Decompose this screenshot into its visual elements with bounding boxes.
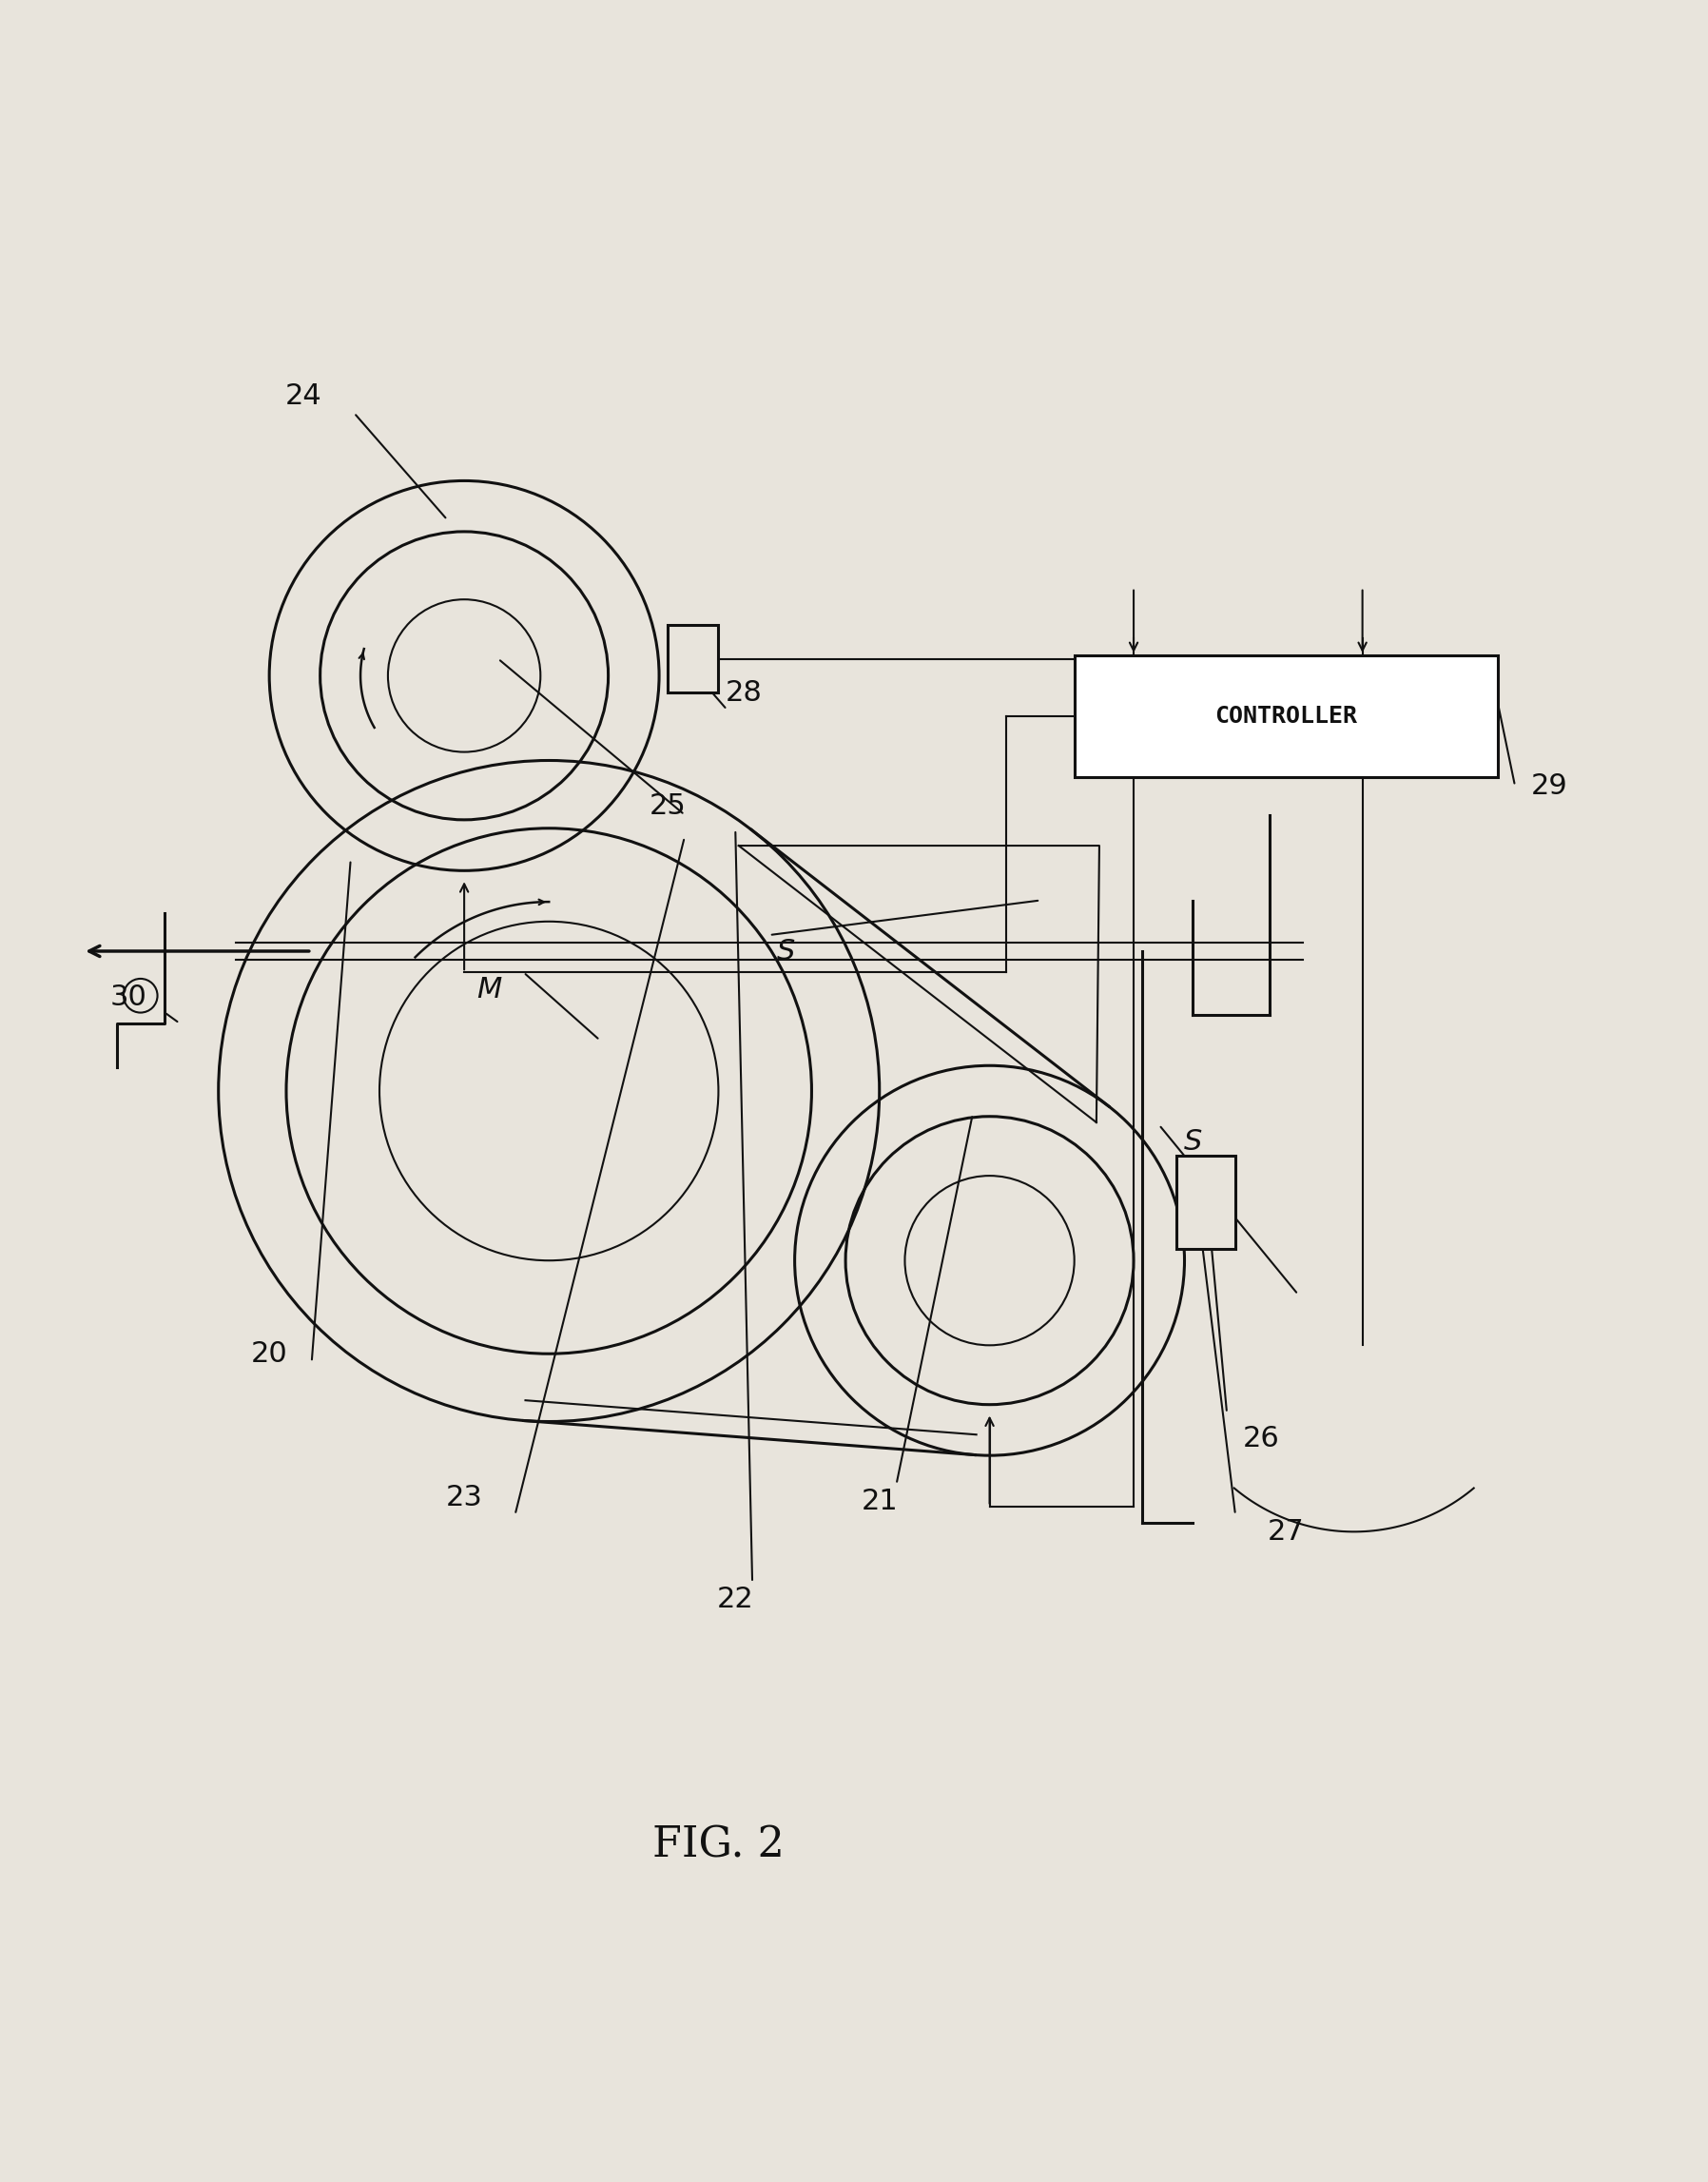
- Text: 24: 24: [285, 382, 321, 410]
- Text: 29: 29: [1530, 772, 1568, 799]
- Text: S: S: [777, 938, 796, 967]
- Bar: [668, 624, 719, 692]
- Bar: [1177, 1156, 1235, 1248]
- Text: 25: 25: [649, 792, 687, 820]
- Text: S: S: [1184, 1128, 1202, 1156]
- Bar: [1074, 655, 1498, 777]
- Text: M: M: [477, 975, 502, 1004]
- Text: 30: 30: [109, 984, 147, 1012]
- Text: CONTROLLER: CONTROLLER: [1214, 705, 1358, 729]
- Text: 28: 28: [726, 679, 762, 707]
- Text: 26: 26: [1242, 1425, 1279, 1453]
- Text: 21: 21: [861, 1488, 898, 1514]
- Text: FIG. 2: FIG. 2: [652, 1824, 784, 1866]
- Text: 22: 22: [717, 1586, 753, 1612]
- Text: 20: 20: [251, 1340, 287, 1368]
- Text: 23: 23: [446, 1484, 483, 1512]
- Text: 27: 27: [1267, 1519, 1305, 1545]
